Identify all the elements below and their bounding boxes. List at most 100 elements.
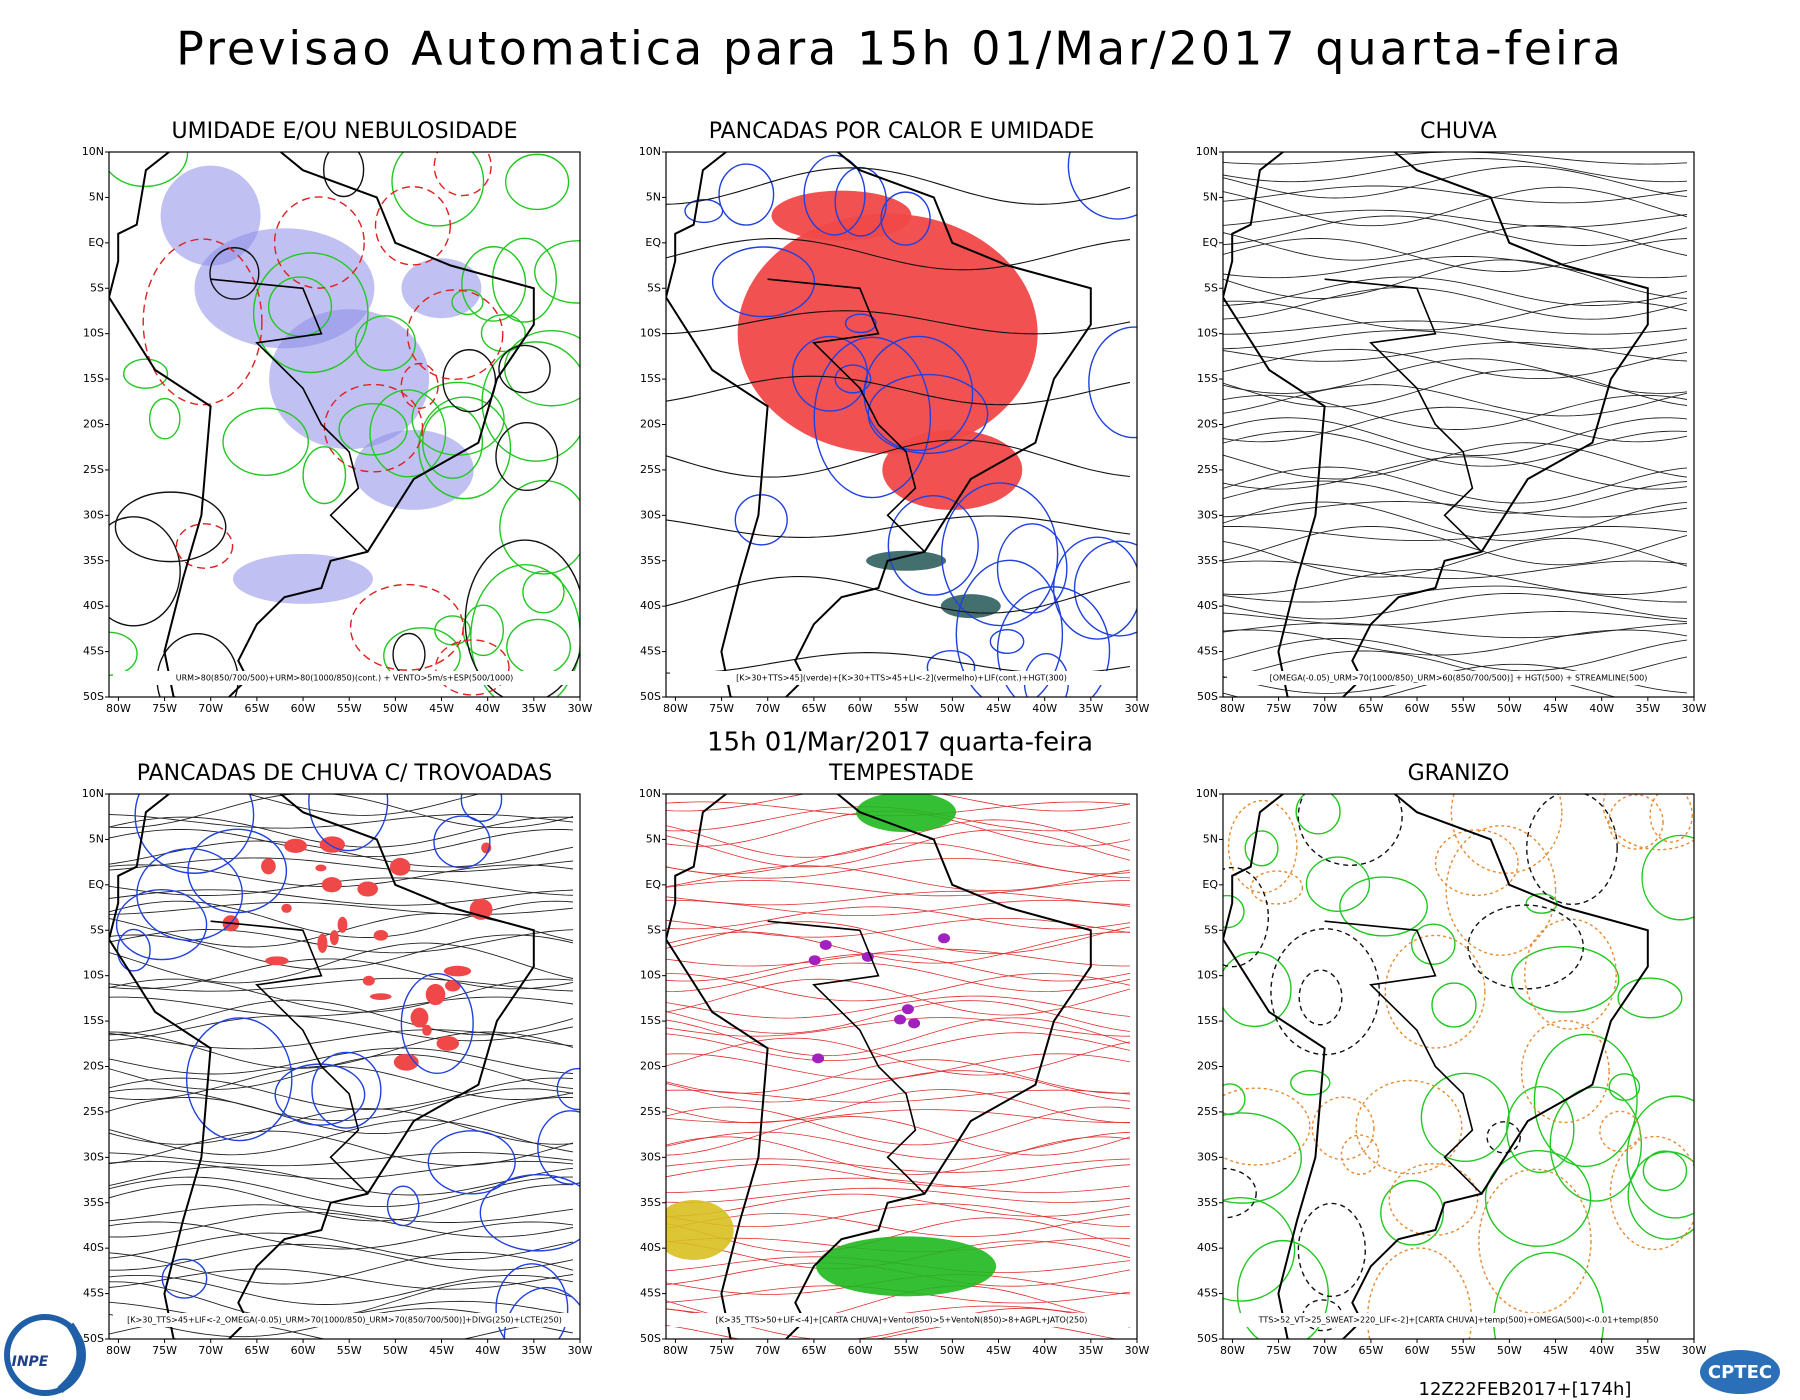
streamline <box>109 958 574 990</box>
contour <box>114 491 227 563</box>
contour <box>134 794 255 874</box>
streamline <box>1223 287 1688 320</box>
lat-label: 25S <box>1197 1105 1218 1118</box>
lon-label: 60W <box>1405 1344 1430 1357</box>
contour <box>418 396 512 500</box>
map-layer <box>666 152 1137 697</box>
lat-label: 20S <box>1197 1060 1218 1073</box>
streamline <box>1223 585 1687 603</box>
shaded-area <box>261 858 276 875</box>
main-title: Previsao Automatica para 15h 01/Mar/2017… <box>176 22 1624 76</box>
caption: [K>35_TTS>50+LIF<-4]+[CARTA CHUVA]+Vento… <box>716 1316 1088 1325</box>
contour <box>1410 923 1456 965</box>
streamline <box>1223 480 1688 514</box>
caption-bg <box>1227 1313 1690 1327</box>
map-panel: CHUVA [OMEGA(-0.05)_URM>70(1000/850)_URM>… <box>1196 119 1707 715</box>
lon-label: 55W <box>894 702 919 715</box>
contour <box>406 289 504 380</box>
border <box>210 920 369 1195</box>
border <box>1324 278 1483 553</box>
lat-label: EQ <box>645 236 661 249</box>
contour <box>887 494 979 596</box>
caption: [K>30+TTS>45](verde)+[K>30+TTS>45+LI<-2]… <box>736 674 1067 683</box>
streamline <box>109 1243 574 1271</box>
contour <box>1524 918 1617 1030</box>
streamline <box>1223 358 1688 394</box>
contour <box>880 191 931 246</box>
streamline <box>666 1217 1131 1253</box>
streamline <box>1223 384 1688 417</box>
shaded-area <box>882 429 1023 510</box>
contour <box>1642 1150 1688 1192</box>
lon-label: 80W <box>663 1344 688 1357</box>
streamline <box>1223 225 1688 261</box>
lon-label: 30W <box>1125 702 1150 715</box>
streamline <box>109 942 574 984</box>
contour <box>400 362 439 410</box>
contour <box>940 482 1059 627</box>
lat-label: 30S <box>1197 508 1218 521</box>
inpe-logo: INPE <box>4 1314 86 1396</box>
lat-label: 30S <box>640 1150 661 1163</box>
streamline <box>666 1163 1131 1188</box>
streamline <box>1223 166 1688 199</box>
lat-label: 25S <box>83 1105 104 1118</box>
contour <box>1549 1086 1643 1202</box>
streamline <box>1223 276 1688 306</box>
contour <box>522 570 565 614</box>
shaded-area <box>410 1007 429 1028</box>
streamline <box>666 1053 1131 1080</box>
lon-label: 30W <box>568 702 593 715</box>
lat-label: 30S <box>83 1150 104 1163</box>
lon-label: 45W <box>986 1344 1011 1357</box>
lat-label: 5N <box>1203 832 1218 845</box>
lon-label: 75W <box>709 1344 734 1357</box>
contour <box>495 1263 569 1339</box>
lat-label: 25S <box>640 463 661 476</box>
lon-label: 60W <box>848 702 873 715</box>
streamline <box>1223 406 1688 443</box>
lon-label: 75W <box>152 702 177 715</box>
lon-label: 35W <box>1635 702 1660 715</box>
lon-label: 40W <box>1589 702 1614 715</box>
lat-label: 10N <box>1196 787 1218 800</box>
coastline <box>666 152 1092 697</box>
streamline <box>666 879 1131 897</box>
lat-label: 45S <box>640 645 661 658</box>
contour <box>462 604 505 657</box>
border <box>1324 920 1483 1195</box>
contour <box>1445 825 1557 956</box>
caption-bg <box>1227 671 1690 685</box>
streamline <box>666 1136 1131 1175</box>
contour <box>506 618 572 676</box>
lon-label: 65W <box>801 702 826 715</box>
lat-label: 45S <box>1197 645 1218 658</box>
contour <box>955 559 1064 697</box>
contour <box>116 928 151 972</box>
lat-label: EQ <box>1202 878 1218 891</box>
contour <box>1608 1073 1641 1102</box>
contour <box>451 289 484 316</box>
contour <box>1088 326 1137 439</box>
coastline <box>109 152 535 697</box>
contour <box>1244 830 1279 867</box>
panel-title: CHUVA <box>1420 119 1497 144</box>
panel-title: PANCADAS POR CALOR E UMIDADE <box>709 119 1095 144</box>
contour <box>844 313 877 334</box>
contour <box>434 639 510 696</box>
lon-label: 40W <box>475 702 500 715</box>
streamline <box>666 167 1131 205</box>
streamline <box>109 1221 574 1250</box>
streamline <box>666 890 1131 906</box>
streamline <box>666 439 1131 478</box>
contour <box>498 344 551 394</box>
streamline <box>109 1077 574 1110</box>
lat-label: 15S <box>1197 372 1218 385</box>
streamline <box>1223 186 1688 227</box>
contour <box>349 583 464 671</box>
contour <box>1384 934 1486 1049</box>
streamline <box>1223 300 1688 331</box>
shaded-area <box>908 1018 921 1029</box>
lat-label: 30S <box>83 508 104 521</box>
streamline <box>666 858 1131 879</box>
